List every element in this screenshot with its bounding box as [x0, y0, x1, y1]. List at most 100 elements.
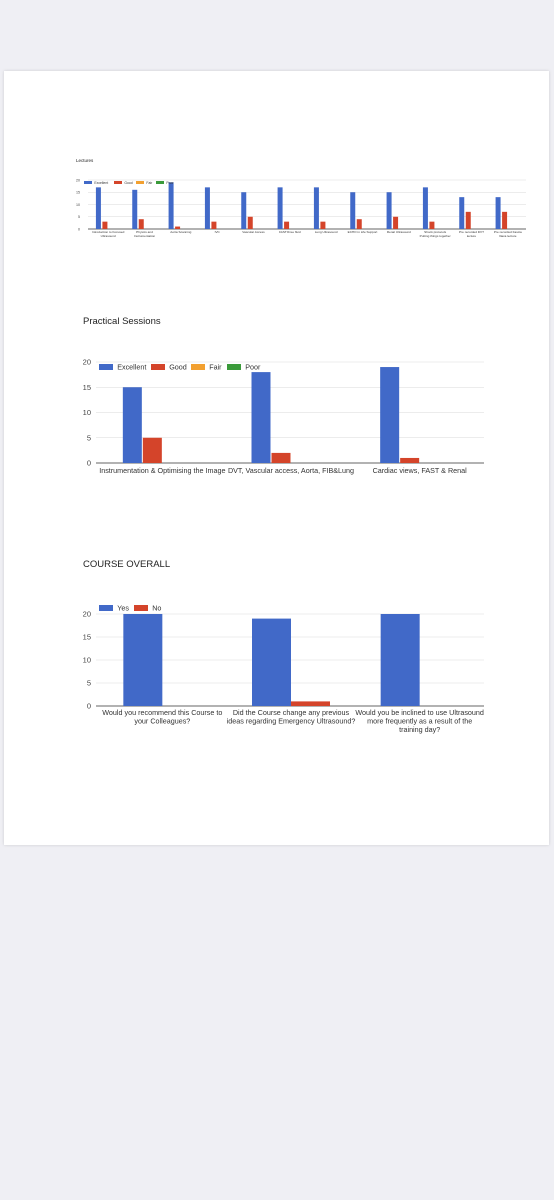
- bar-good: [142, 437, 162, 463]
- legend-swatch-excellent: [99, 364, 113, 370]
- category-label: Lung Ultrasound: [315, 230, 338, 234]
- y-tick-label: 5: [87, 679, 91, 688]
- y-tick-label: 0: [87, 459, 91, 468]
- category-label: Aorta Scanning: [170, 230, 191, 234]
- bar-good: [284, 221, 290, 229]
- bar-good: [502, 211, 508, 229]
- bar-yes: [380, 614, 420, 706]
- legend-swatch-poor: [156, 181, 164, 184]
- legend-label-good: Good: [169, 363, 187, 372]
- bar-good: [465, 211, 471, 229]
- y-tick-label: 0: [87, 702, 91, 711]
- category-label: ECHO in Life Support: [348, 230, 378, 234]
- category-label: training day?: [399, 725, 440, 734]
- legend-swatch-yes: [99, 605, 113, 611]
- bar-excellent: [386, 192, 392, 229]
- bar-yes: [123, 614, 163, 706]
- legend-label-poor: Poor: [166, 181, 174, 185]
- bar-excellent: [422, 187, 428, 229]
- legend-swatch-excellent: [84, 181, 92, 184]
- bar-excellent: [495, 197, 501, 229]
- bar-excellent: [459, 197, 465, 229]
- y-tick-label: 5: [78, 215, 80, 219]
- bar-no: [291, 701, 330, 706]
- category-label: Physics and: [136, 230, 153, 234]
- category-label: Cardiac views, FAST & Renal: [373, 466, 468, 475]
- y-tick-label: 0: [78, 227, 80, 231]
- bar-excellent: [204, 187, 210, 229]
- bar-good: [175, 226, 181, 229]
- legend-swatch-no: [134, 605, 148, 611]
- bar-excellent: [313, 187, 319, 229]
- category-label: Renal Ultrasound: [387, 230, 411, 234]
- legend-swatch-poor: [227, 364, 241, 370]
- legend-label-yes: Yes: [117, 604, 129, 613]
- bar-excellent: [95, 187, 101, 229]
- category-label: Would you be inclined to use Ultrasound: [355, 708, 484, 717]
- bar-good: [356, 219, 362, 229]
- course-overall-chart-title: COURSE OVERALL: [83, 559, 171, 570]
- y-tick-label: 15: [83, 383, 91, 392]
- category-label: Instrumentation: [134, 234, 156, 238]
- y-tick-label: 20: [83, 358, 91, 367]
- legend-label-good: Good: [124, 181, 132, 185]
- category-label: Would you recommend this Course to: [102, 708, 222, 717]
- y-tick-label: 20: [83, 610, 91, 619]
- legend-swatch-good: [114, 181, 122, 184]
- bar-good: [138, 219, 144, 229]
- legend-label-excellent: Excellent: [94, 181, 108, 185]
- category-label: Introduction to Focused: [92, 230, 125, 234]
- legend-swatch-fair: [136, 181, 144, 184]
- y-tick-label: 10: [76, 203, 80, 207]
- y-tick-label: 5: [87, 433, 91, 442]
- bar-excellent: [350, 192, 356, 229]
- category-label: Pre recorded DVT: [459, 230, 484, 234]
- bar-good: [102, 221, 108, 229]
- category-label: DVT, Vascular access, Aorta, FIB&Lung: [228, 466, 354, 475]
- bar-good: [393, 216, 399, 229]
- category-label: Putting things together: [420, 234, 451, 238]
- legend-swatch-fair: [191, 364, 205, 370]
- category-label: more frequently as a result of the: [367, 717, 472, 726]
- bar-excellent: [380, 367, 400, 463]
- category-label: ideas regarding Emergency Ultrasound?: [227, 717, 356, 726]
- y-tick-label: 20: [76, 178, 80, 182]
- category-label: IVC: [215, 230, 221, 234]
- legend-label-poor: Poor: [245, 363, 261, 372]
- y-tick-label: 15: [76, 191, 80, 195]
- bar-yes: [252, 618, 291, 706]
- y-tick-label: 15: [83, 633, 91, 642]
- category-label: Vascular Access: [242, 230, 265, 234]
- lectures-chart-title: Lectures: [76, 158, 94, 163]
- bar-good: [271, 452, 291, 463]
- category-label: Did the Course change any previous: [233, 708, 350, 717]
- legend-swatch-good: [151, 364, 165, 370]
- bar-excellent: [132, 189, 138, 229]
- bar-good: [211, 221, 217, 229]
- category-label: Ultrasound: [101, 234, 116, 238]
- bar-good: [400, 457, 420, 463]
- category-label: Iliaca lecture: [499, 234, 517, 238]
- legend-label-excellent: Excellent: [117, 363, 146, 372]
- bar-good: [320, 221, 326, 229]
- bar-excellent: [251, 372, 271, 463]
- bar-good: [429, 221, 435, 229]
- y-tick-label: 10: [83, 656, 91, 665]
- bar-good: [247, 216, 253, 229]
- practical-sessions-chart-title: Practical Sessions: [83, 316, 161, 327]
- legend-label-fair: Fair: [146, 181, 153, 185]
- y-tick-label: 10: [83, 408, 91, 417]
- category-label: Pre recorded Fascia: [494, 230, 522, 234]
- category-label: Instrumentation & Optimising the Image: [99, 466, 225, 475]
- bar-excellent: [122, 387, 142, 463]
- category-label: your Colleagues?: [134, 717, 190, 726]
- bar-excellent: [241, 192, 247, 229]
- bar-excellent: [277, 187, 283, 229]
- category-label: FAST/Free fluid: [279, 230, 301, 234]
- legend-label-fair: Fair: [209, 363, 222, 372]
- category-label: Shock protocols: [424, 230, 446, 234]
- legend-label-no: No: [152, 604, 161, 613]
